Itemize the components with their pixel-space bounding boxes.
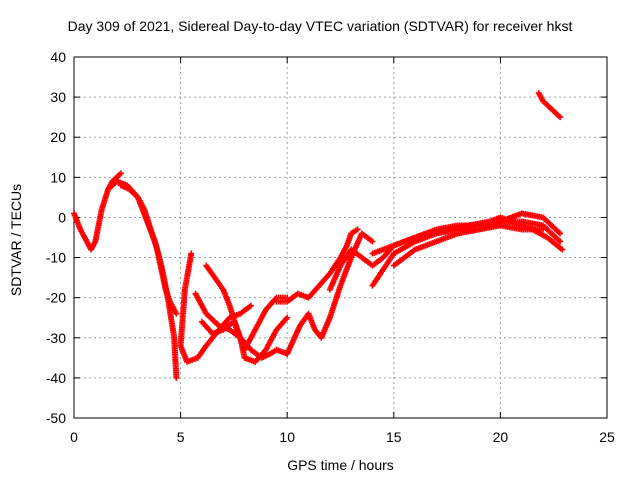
data-point-marker — [559, 246, 566, 253]
series-satellite-track-9 — [284, 230, 376, 357]
data-point-marker — [117, 170, 124, 177]
axis-ticks: 0 5 10 15 20 25 -50 -40 -30 -20 -10 0 10 20 30 40 — [46, 49, 615, 445]
x-tick-label: 25 — [599, 429, 615, 445]
y-tick-label: -10 — [46, 250, 66, 266]
data-point-marker — [557, 114, 564, 121]
data-point-marker — [247, 302, 254, 309]
chart-title: Day 309 of 2021, Sidereal Day-to-day VTE… — [67, 18, 573, 34]
x-tick-label: 20 — [493, 429, 509, 445]
x-tick-label: 0 — [70, 429, 78, 445]
y-tick-label: 20 — [50, 129, 66, 145]
data-point-marker — [557, 230, 564, 237]
series-satellite-track-3 — [117, 182, 180, 317]
x-tick-label: 10 — [279, 429, 295, 445]
data-points — [71, 90, 566, 381]
y-tick-label: -50 — [46, 410, 66, 426]
y-tick-label: 0 — [58, 209, 66, 225]
series-satellite-track-10 — [326, 230, 429, 293]
data-point-marker — [173, 310, 180, 317]
y-axis-label: SDTVAR / TECUs — [8, 183, 24, 297]
y-tick-label: -20 — [46, 290, 66, 306]
series-satellite-track-14 — [422, 214, 566, 253]
y-tick-label: 30 — [50, 89, 66, 105]
x-tick-label: 15 — [386, 429, 402, 445]
data-point-marker — [369, 238, 376, 245]
data-point-marker — [173, 374, 180, 381]
y-tick-label: -40 — [46, 370, 66, 386]
y-tick-label: -30 — [46, 330, 66, 346]
data-point-marker — [557, 238, 564, 245]
plot-frame — [73, 56, 608, 419]
series-satellite-track-7 — [203, 262, 291, 353]
data-point-marker — [354, 226, 361, 233]
series-satellite-track-15 — [535, 90, 564, 121]
series-satellite-track-8 — [273, 226, 361, 305]
x-axis-label: GPS time / hours — [287, 457, 394, 473]
y-tick-label: 10 — [50, 169, 66, 185]
data-point-marker — [284, 314, 291, 321]
x-tick-label: 5 — [177, 429, 185, 445]
y-tick-label: 40 — [50, 49, 66, 65]
